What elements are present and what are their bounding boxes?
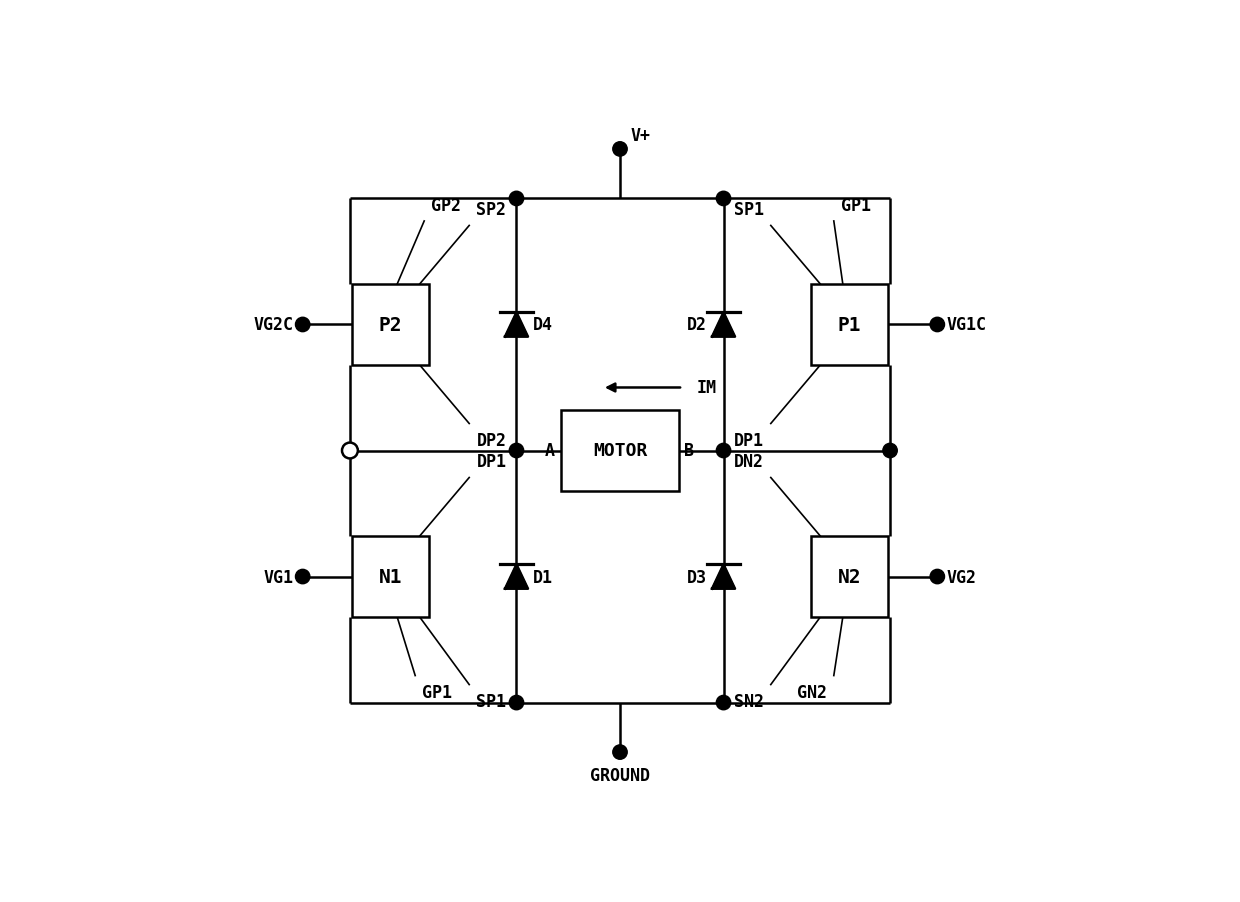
Text: GP1: GP1	[841, 197, 870, 215]
Polygon shape	[505, 313, 528, 337]
Text: N1: N1	[378, 567, 402, 586]
Text: GROUND: GROUND	[590, 766, 650, 784]
Text: VG1C: VG1C	[946, 316, 986, 334]
Text: V+: V+	[631, 127, 651, 145]
Text: D1: D1	[533, 568, 553, 586]
Circle shape	[613, 745, 627, 759]
Circle shape	[883, 444, 898, 458]
Circle shape	[342, 443, 358, 459]
Text: VG1: VG1	[264, 568, 294, 586]
Text: N2: N2	[838, 567, 862, 586]
Text: B: B	[684, 442, 694, 460]
Text: DP1: DP1	[734, 431, 764, 449]
Circle shape	[510, 192, 523, 207]
Bar	[562, 410, 678, 492]
Circle shape	[613, 143, 627, 157]
Circle shape	[717, 444, 730, 458]
Text: GP1: GP1	[423, 683, 453, 701]
Circle shape	[295, 570, 310, 584]
Text: GN2: GN2	[796, 683, 827, 701]
Circle shape	[930, 570, 945, 584]
Text: DN2: DN2	[734, 453, 764, 471]
Text: D3: D3	[687, 568, 707, 586]
Text: VG2C: VG2C	[254, 316, 294, 334]
Polygon shape	[712, 313, 735, 337]
Bar	[811, 537, 888, 617]
Bar	[352, 285, 429, 365]
Circle shape	[717, 192, 730, 207]
Text: DP1: DP1	[476, 453, 506, 471]
Text: IM: IM	[697, 379, 717, 397]
Circle shape	[510, 695, 523, 710]
Text: SN2: SN2	[734, 692, 764, 710]
Text: MOTOR: MOTOR	[593, 442, 647, 460]
Circle shape	[510, 444, 523, 458]
Text: GP2: GP2	[432, 197, 461, 215]
Text: SP1: SP1	[476, 692, 506, 710]
Polygon shape	[505, 565, 528, 589]
Circle shape	[342, 444, 357, 458]
Circle shape	[717, 695, 730, 710]
Circle shape	[295, 318, 310, 332]
Text: D2: D2	[687, 316, 707, 334]
Text: P1: P1	[838, 316, 862, 335]
Polygon shape	[712, 565, 735, 589]
Text: A: A	[544, 442, 554, 460]
Text: VG2: VG2	[946, 568, 976, 586]
Text: P2: P2	[378, 316, 402, 335]
Circle shape	[930, 318, 945, 332]
Bar	[352, 537, 429, 617]
Text: SP2: SP2	[476, 201, 506, 219]
Text: D4: D4	[533, 316, 553, 334]
Bar	[811, 285, 888, 365]
Text: DP2: DP2	[476, 431, 506, 449]
Text: SP1: SP1	[734, 201, 764, 219]
